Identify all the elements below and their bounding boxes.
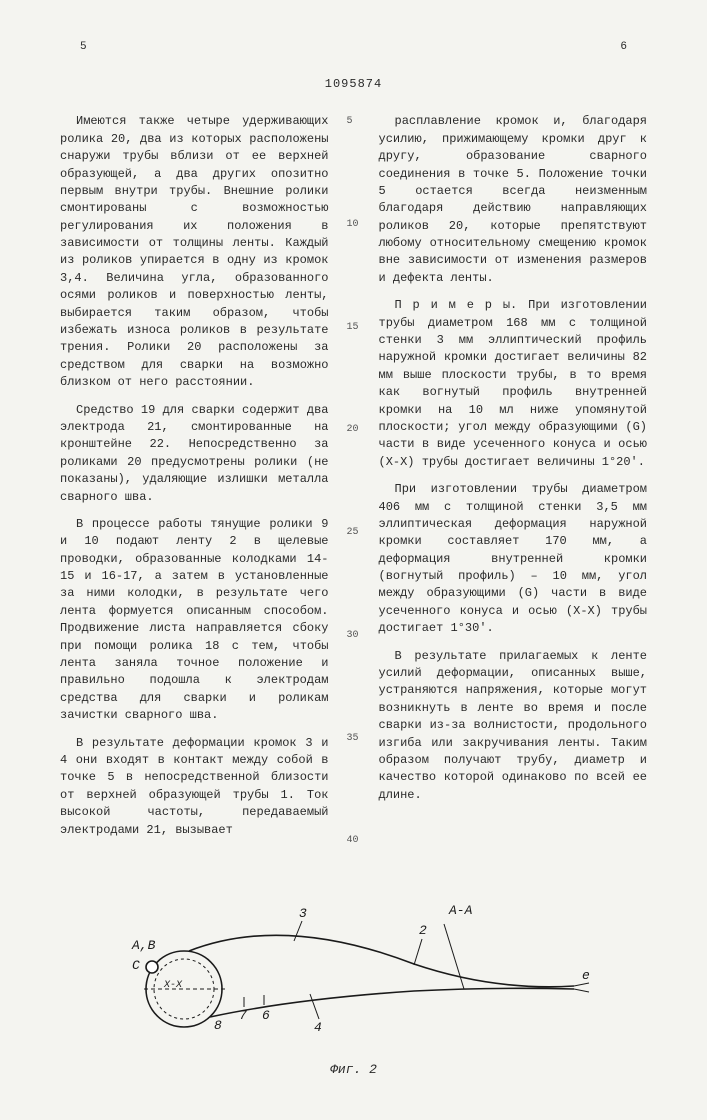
lbl-ab: A,B: [131, 938, 156, 953]
figure-caption: Фиг. 2: [60, 1061, 647, 1080]
left-column: Имеются также четыре удерживающих ролика…: [60, 113, 329, 849]
tube-diagram: A-A A,B C X-X 8 7 6 4 3 2 e: [114, 879, 594, 1049]
para: В процессе работы тянущие ролики 9 и 10 …: [60, 516, 329, 725]
line-numbers: 5 10 15 20 25 30 35 40: [347, 113, 361, 849]
lbl-3: 3: [299, 906, 307, 921]
ln: 20: [347, 423, 361, 438]
ln: 40: [347, 834, 361, 849]
ln: 25: [347, 526, 361, 541]
lbl-2: 2: [419, 923, 427, 938]
para: При изготовлении трубы диаметром 406 мм …: [379, 481, 648, 638]
right-column: расплавление кромок и, благодаря усилию,…: [379, 113, 648, 849]
text-columns: Имеются также четыре удерживающих ролика…: [60, 113, 647, 849]
doc-number: 1095874: [60, 76, 647, 93]
lbl-xx: X-X: [163, 980, 183, 991]
para: расплавление кромок и, благодаря усилию,…: [379, 113, 648, 287]
lbl-e: e: [582, 968, 590, 983]
ln: 5: [347, 115, 361, 130]
lbl-6: 6: [262, 1008, 270, 1023]
lbl-8: 8: [214, 1018, 222, 1033]
para: В результате прилагаемых к ленте усилий …: [379, 648, 648, 805]
lbl-4: 4: [314, 1020, 322, 1035]
ln: 10: [347, 218, 361, 233]
para: Средство 19 для сварки содержит два элек…: [60, 402, 329, 506]
page-right: 6: [620, 40, 627, 56]
ln: 35: [347, 732, 361, 747]
page-left: 5: [80, 40, 87, 56]
ln: 15: [347, 321, 361, 336]
para: Имеются также четыре удерживающих ролика…: [60, 113, 329, 391]
ln: 30: [347, 629, 361, 644]
para: В результате деформации кромок 3 и 4 они…: [60, 735, 329, 839]
figure-2: A-A A,B C X-X 8 7 6 4 3 2 e Фиг. 2: [60, 879, 647, 1080]
lbl-c: C: [132, 958, 140, 973]
lbl-section: A-A: [448, 903, 473, 918]
lbl-7: 7: [239, 1008, 247, 1023]
para: П р и м е р ы. При изготовлении трубы ди…: [379, 297, 648, 471]
